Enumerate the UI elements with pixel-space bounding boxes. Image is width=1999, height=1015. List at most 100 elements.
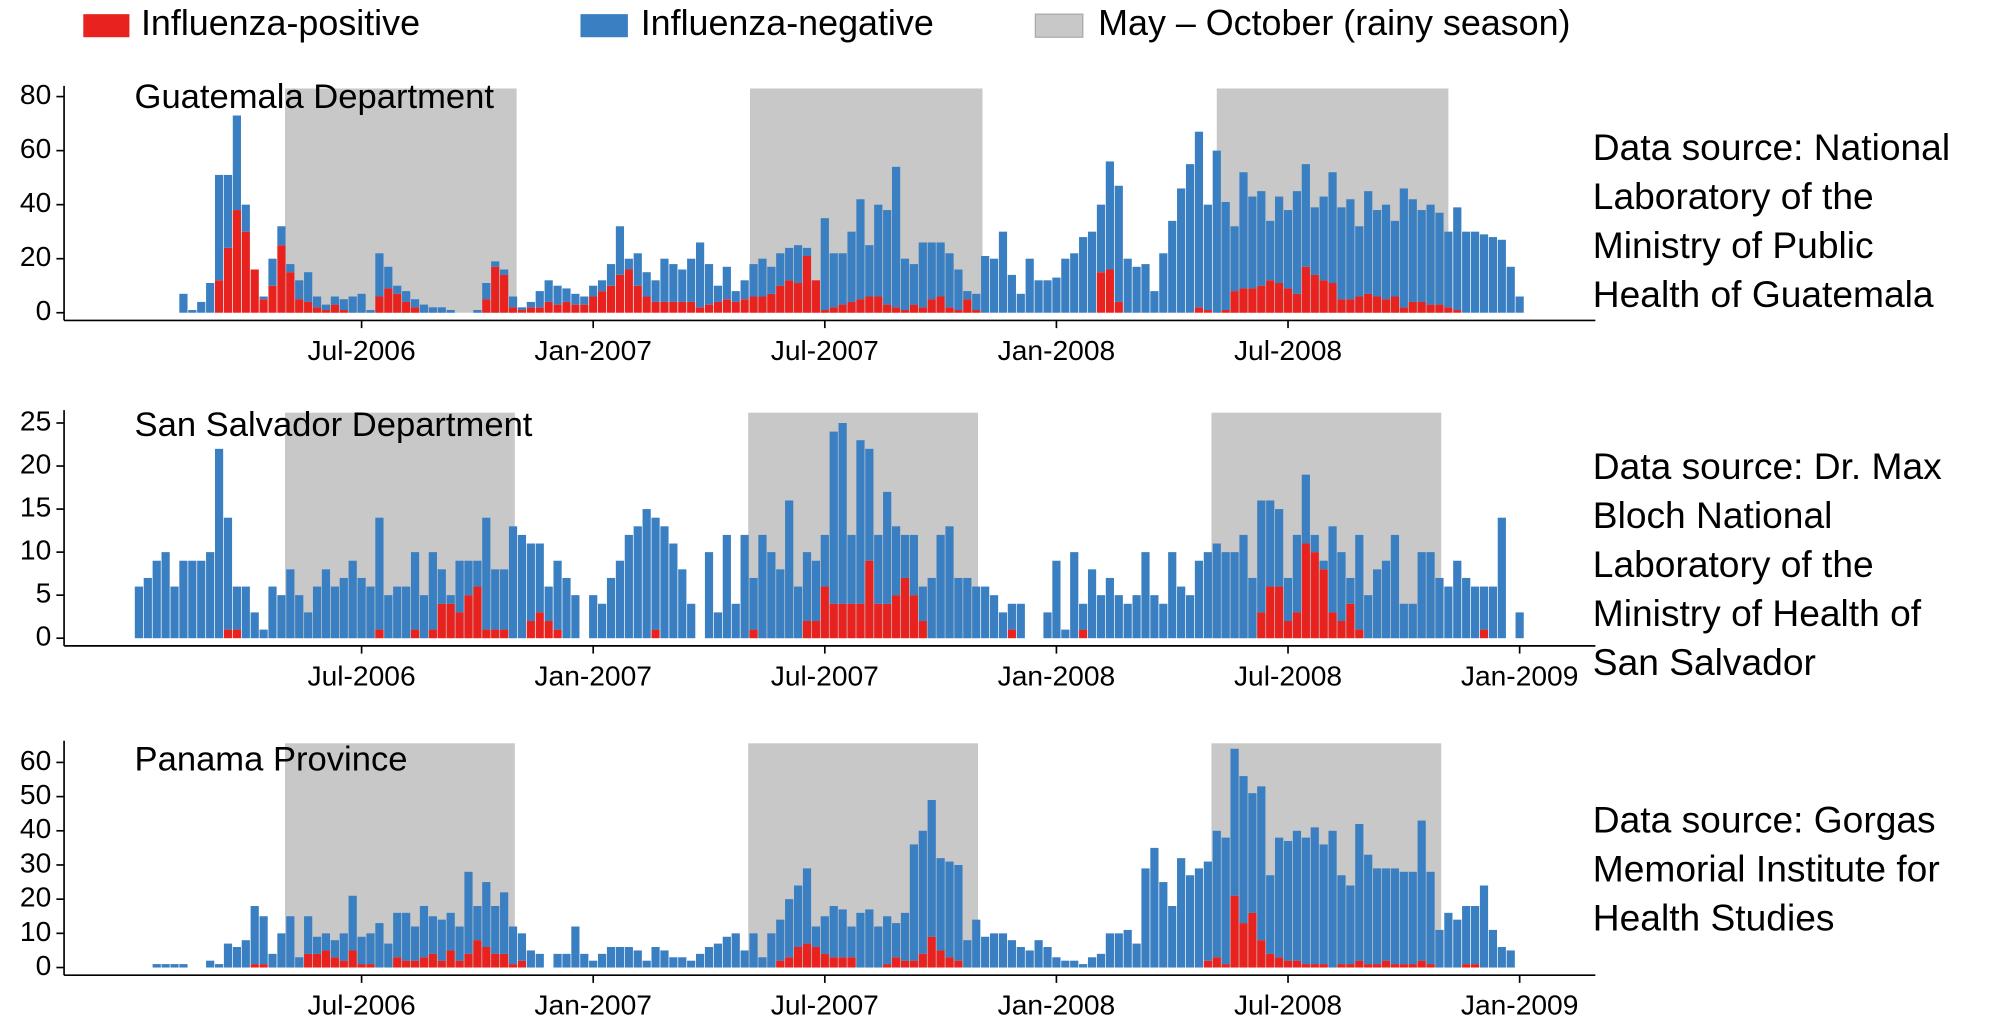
- bar: [1239, 776, 1248, 924]
- bar: [517, 307, 527, 311]
- bar: [304, 916, 313, 954]
- bar: [874, 296, 883, 313]
- bar: [811, 280, 821, 313]
- bar: [321, 933, 331, 951]
- bar: [214, 280, 224, 313]
- bar: [241, 940, 250, 968]
- bar: [1185, 164, 1195, 313]
- bar: [268, 285, 277, 313]
- bar: [1364, 854, 1373, 965]
- y-tick-label: 10: [20, 534, 51, 566]
- bar: [1301, 964, 1310, 968]
- bar: [179, 964, 188, 968]
- bar: [366, 964, 375, 968]
- bar: [526, 307, 535, 313]
- bar: [348, 560, 357, 639]
- bar: [758, 258, 767, 297]
- bar: [633, 253, 642, 286]
- bar: [321, 310, 331, 313]
- bar: [393, 285, 402, 294]
- bar: [1150, 291, 1159, 313]
- bar: [1346, 199, 1355, 300]
- bar: [1364, 595, 1373, 639]
- bar: [749, 629, 758, 639]
- bar: [393, 586, 402, 639]
- bar: [1435, 929, 1444, 968]
- source-note: Laboratory of the: [1593, 543, 1874, 585]
- bar: [304, 301, 313, 313]
- bar: [1185, 595, 1195, 639]
- bar: [1266, 500, 1275, 587]
- bar: [1426, 964, 1435, 968]
- y-tick-label: 30: [20, 846, 51, 878]
- bar: [393, 293, 402, 313]
- bar: [197, 560, 206, 639]
- bar: [1283, 288, 1293, 313]
- bar: [1025, 258, 1034, 313]
- bar: [1194, 131, 1204, 308]
- bar: [1471, 964, 1480, 968]
- panel-title: Panama Province: [135, 740, 408, 778]
- legend-swatch: [83, 14, 130, 38]
- legend-swatch: [1034, 13, 1084, 38]
- bar: [651, 517, 660, 630]
- bar: [143, 577, 152, 639]
- bar: [767, 293, 776, 313]
- bar: [1355, 296, 1364, 313]
- bar: [776, 919, 785, 961]
- bar: [856, 912, 865, 968]
- bar: [1310, 964, 1319, 968]
- x-tick-label: Jul-2008: [1234, 334, 1342, 366]
- source-note: Bloch National: [1593, 494, 1833, 536]
- bar: [918, 620, 927, 639]
- bar: [981, 255, 990, 313]
- bar: [437, 569, 446, 604]
- bar: [1301, 543, 1310, 639]
- bar: [1230, 291, 1239, 313]
- bar: [268, 258, 277, 286]
- bar: [1070, 552, 1079, 639]
- bar: [900, 912, 910, 961]
- bar: [152, 964, 161, 968]
- bar: [1052, 277, 1061, 313]
- bar: [446, 595, 455, 604]
- bar: [223, 629, 233, 639]
- bar: [330, 304, 339, 313]
- panel-title: San Salvador Department: [135, 406, 533, 444]
- bar: [1105, 577, 1114, 639]
- bar: [1194, 868, 1204, 968]
- bar: [1079, 964, 1088, 968]
- bar: [1221, 201, 1230, 311]
- bar: [1061, 258, 1070, 313]
- bar: [402, 912, 411, 961]
- bar: [1337, 875, 1346, 965]
- bar: [232, 210, 241, 313]
- bar: [410, 926, 420, 961]
- bar: [375, 629, 384, 639]
- bar: [286, 916, 295, 968]
- x-tick-label: Jul-2008: [1234, 989, 1342, 1015]
- bar: [820, 586, 829, 639]
- bar: [1239, 288, 1248, 313]
- bar: [295, 957, 304, 968]
- bar: [1087, 231, 1097, 313]
- bar: [455, 560, 464, 613]
- bar: [419, 957, 429, 968]
- bar: [820, 953, 829, 968]
- bar: [437, 960, 446, 968]
- bar: [1453, 919, 1462, 968]
- bar: [651, 629, 660, 639]
- bar: [437, 307, 446, 313]
- bar: [1355, 226, 1364, 297]
- bar: [410, 299, 420, 308]
- x-tick-label: Jul-2007: [771, 334, 879, 366]
- bar: [393, 957, 402, 968]
- bar: [1497, 947, 1506, 968]
- bar: [1257, 191, 1266, 286]
- bar: [1301, 164, 1310, 267]
- bar: [1105, 933, 1114, 968]
- bar: [1337, 964, 1346, 968]
- bar: [152, 560, 161, 639]
- bar: [731, 603, 740, 639]
- bar: [660, 301, 669, 313]
